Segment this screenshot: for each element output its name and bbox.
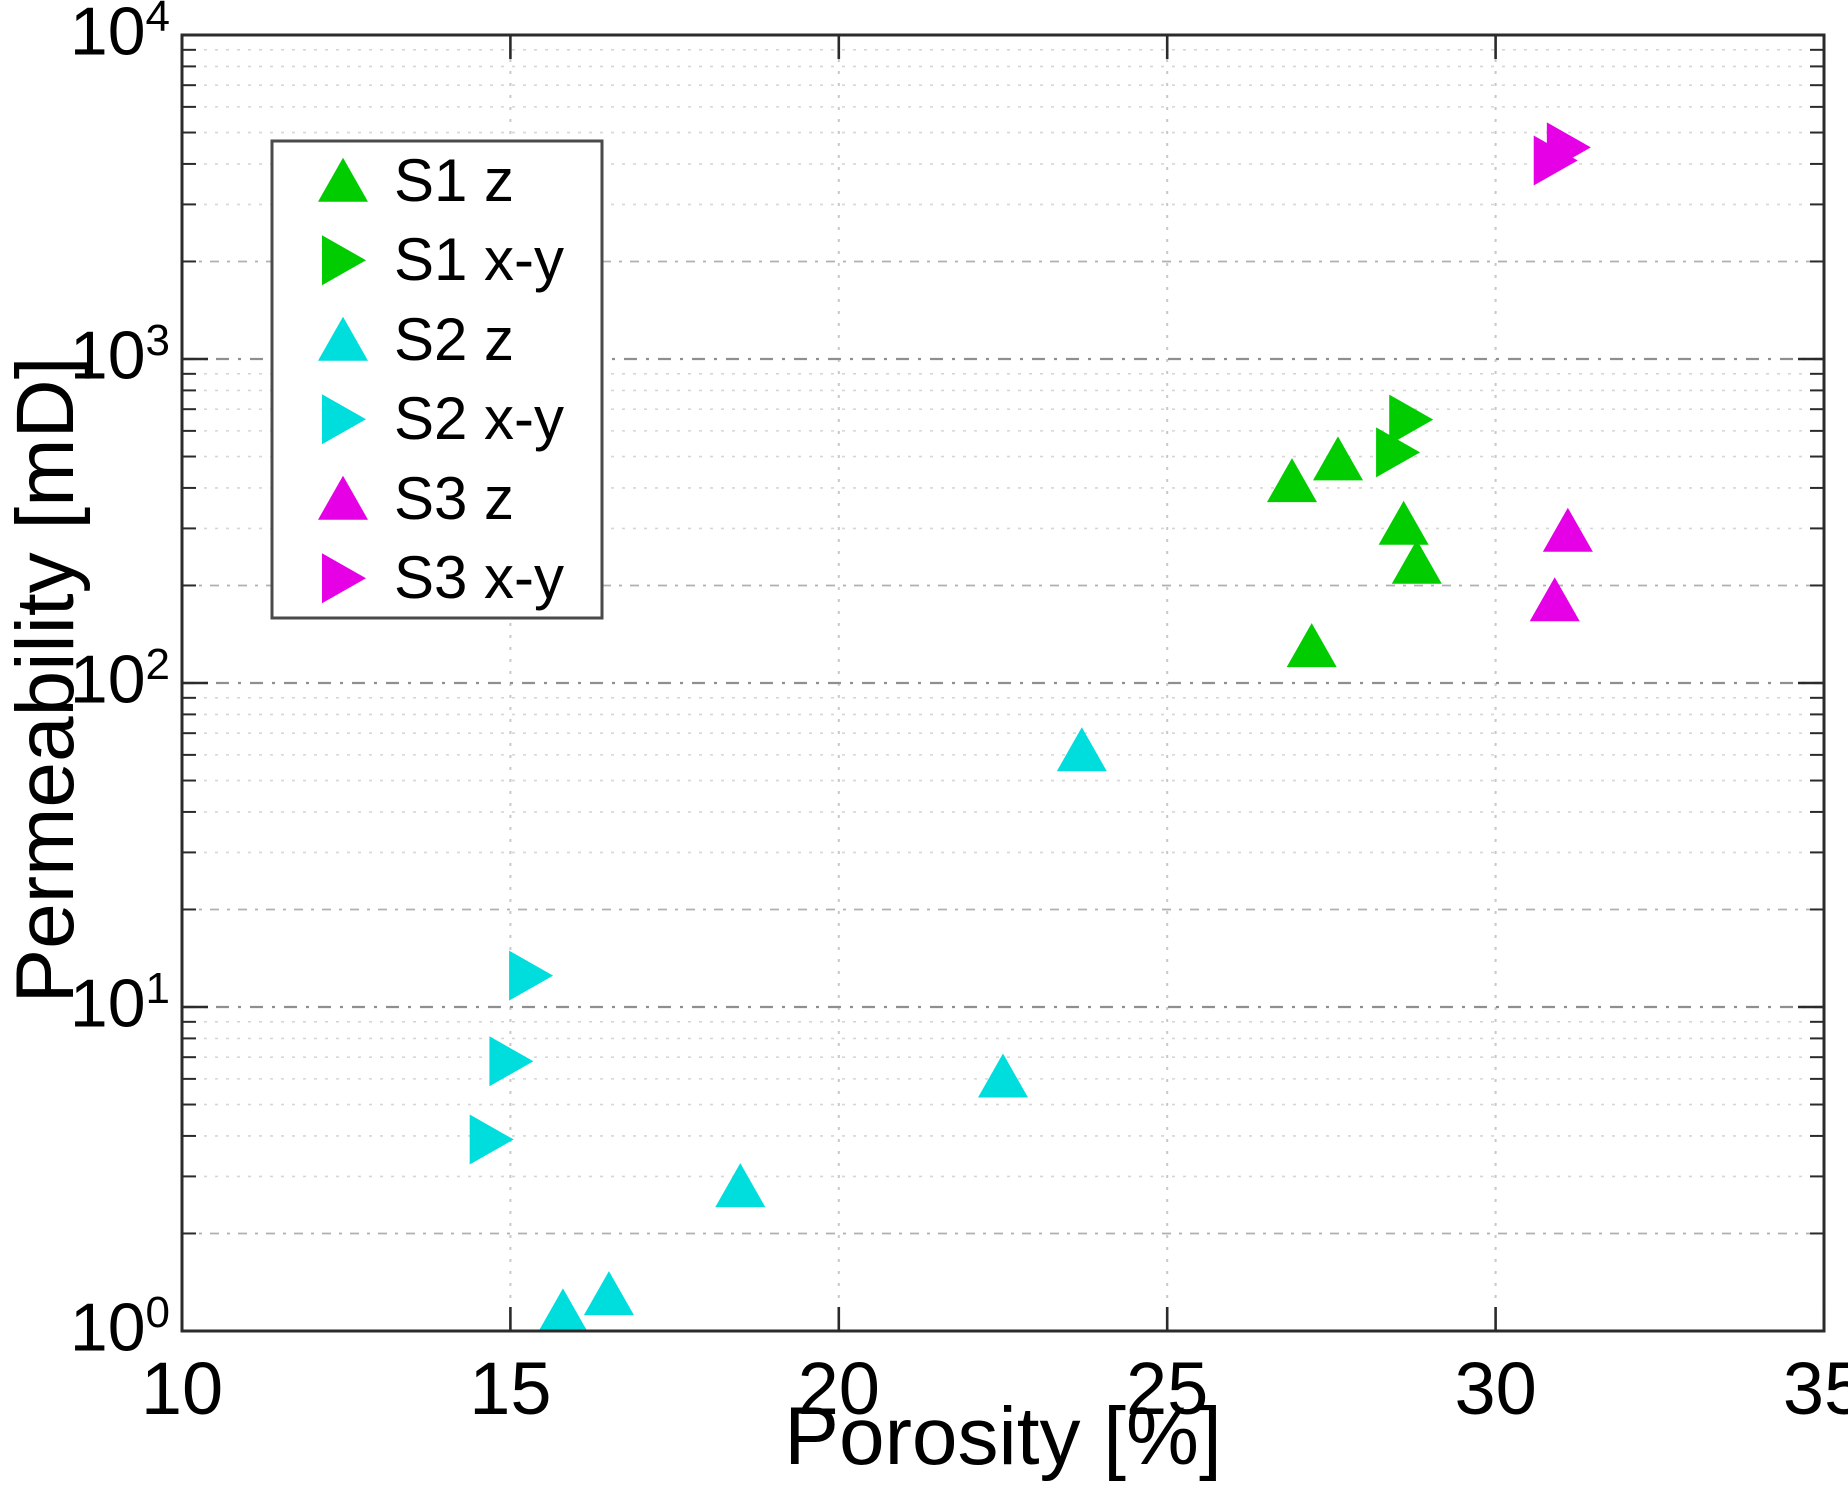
marker-S1-x-y-0 [1389,394,1434,445]
y-tick-label-1e2: 102 [69,639,170,718]
legend-label-S1-x-y: S1 x-y [394,226,565,294]
marker-S2-z-1 [978,1053,1028,1098]
legend-marker-S1-x-y [322,235,366,286]
marker-S3-x-y-1 [1533,135,1578,186]
x-tick-label-35: 35 [1782,1347,1848,1430]
y-axis-title: Permeability [mD] [0,356,91,1004]
y-tick-label-1e3: 103 [69,315,170,394]
x-tick-label-25: 25 [1126,1347,1209,1430]
marker-S1-z-0 [1266,458,1317,503]
marker-S1-z-1 [1312,436,1363,481]
y-tick-label-1e4: 104 [69,0,170,70]
x-tick-label-10: 10 [140,1347,224,1430]
legend-marker-S3-z [318,475,368,520]
legend-marker-S2-z [318,316,368,361]
marker-S1-z-3 [1391,539,1442,584]
legend-label-S2-z: S2 z [394,305,515,373]
marker-S2-x-y-1 [489,1036,534,1087]
marker-S2-z-4 [583,1271,634,1316]
legend-marker-S3-x-y [322,553,366,604]
marker-S1-z-2 [1378,500,1429,545]
legend-label-S3-x-y: S3 x-y [394,544,565,612]
marker-S1-x-y-1 [1376,427,1421,478]
marker-S2-z-0 [1056,727,1107,772]
legend-label-S1-z: S1 z [394,146,515,214]
legend-box [270,139,604,620]
marker-S2-x-y-2 [469,1114,514,1165]
marker-S3-z-0 [1542,507,1593,552]
marker-S2-z-2 [715,1163,766,1208]
legend-label-S2-x-y: S2 x-y [394,385,565,453]
marker-S1-z-4 [1286,623,1337,668]
marker-S2-z-3 [537,1288,588,1333]
marker-S3-z-1 [1529,577,1580,622]
y-tick-label-1e1: 101 [69,963,170,1042]
y-tick-label-1e0: 100 [69,1287,170,1366]
x-tick-label-30: 30 [1454,1347,1537,1430]
legend-label-S3-z: S3 z [394,464,515,532]
x-axis-title: Porosity [%] [784,1391,1222,1482]
legend-marker-S1-z [318,157,368,202]
legend-marker-S2-x-y [322,394,366,445]
x-tick-label-20: 20 [797,1347,880,1430]
marker-S2-x-y-0 [509,950,554,1001]
x-tick-label-15: 15 [469,1347,552,1430]
